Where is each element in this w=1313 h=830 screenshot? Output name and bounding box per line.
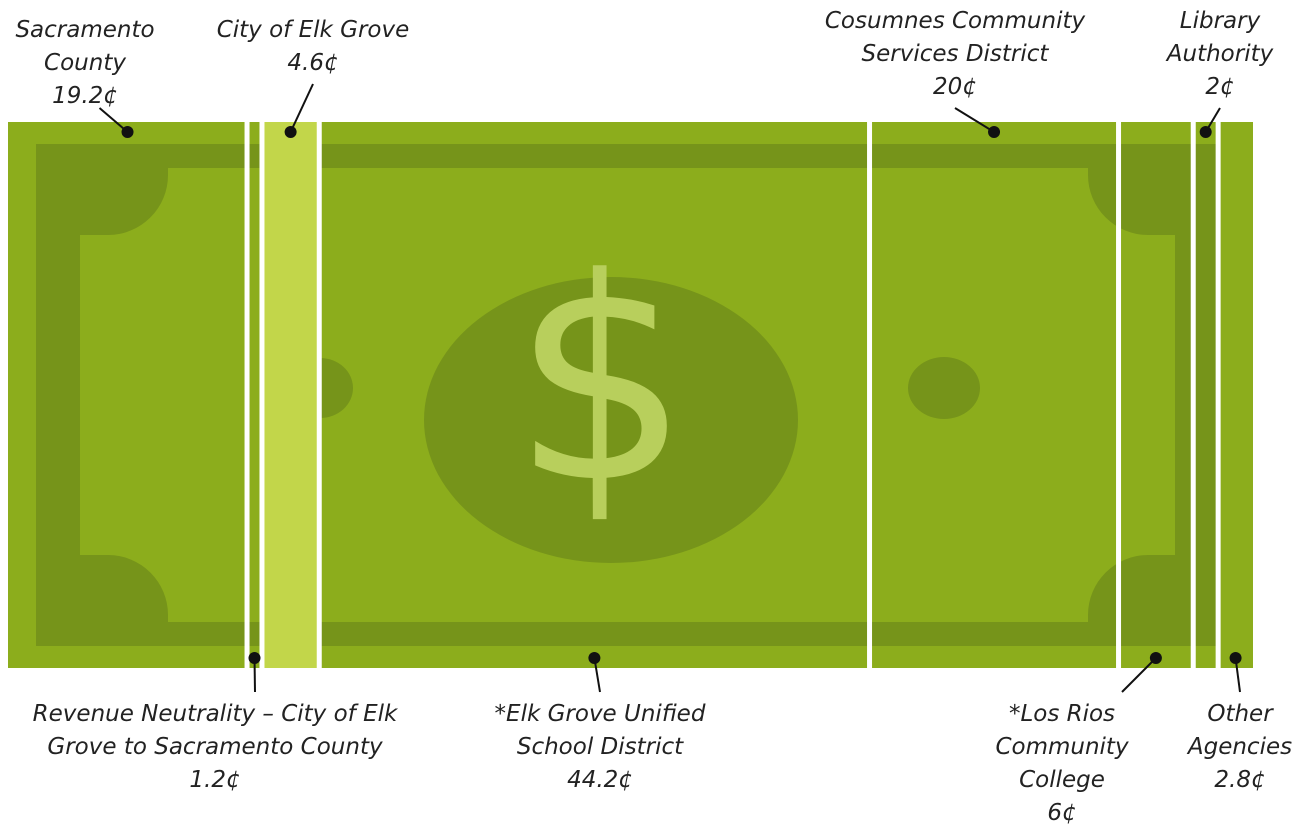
label-value: 6¢: [957, 797, 1167, 830]
dot: [588, 652, 600, 664]
label-name: Library Authority: [1150, 5, 1290, 71]
label-value: 1.2¢: [5, 764, 425, 797]
label-name: Cosumnes Community Services District: [795, 5, 1115, 71]
label-name: *Los Rios Community College: [957, 698, 1167, 797]
label: Revenue Neutrality – City of Elk Grove t…: [5, 698, 425, 797]
label-value: 4.6¢: [193, 47, 433, 80]
label-value: 2.8¢: [1170, 764, 1310, 797]
label-name: *Elk Grove Unified School District: [460, 698, 740, 764]
dot: [285, 126, 297, 138]
spot: [908, 357, 980, 419]
dot: [122, 126, 134, 138]
label-value: 2¢: [1150, 71, 1290, 104]
dot: [249, 652, 261, 664]
dot: [1200, 126, 1212, 138]
segment: [262, 122, 319, 668]
label-name: City of Elk Grove: [193, 14, 433, 47]
label-name: Other Agencies: [1170, 698, 1310, 764]
chart: $: [0, 0, 1313, 800]
dot: [1150, 652, 1162, 664]
dot: [1230, 652, 1242, 664]
label-value: 19.2¢: [0, 80, 170, 113]
dot: [988, 126, 1000, 138]
label-value: 20¢: [795, 71, 1115, 104]
label-name: Revenue Neutrality – City of Elk Grove t…: [5, 698, 425, 764]
label-value: 44.2¢: [460, 764, 740, 797]
page: $ (() => { const data = JSON.parse(docum…: [0, 0, 1313, 800]
label-name: Sacramento County: [0, 14, 170, 80]
dollar-sign: $: [512, 219, 690, 545]
